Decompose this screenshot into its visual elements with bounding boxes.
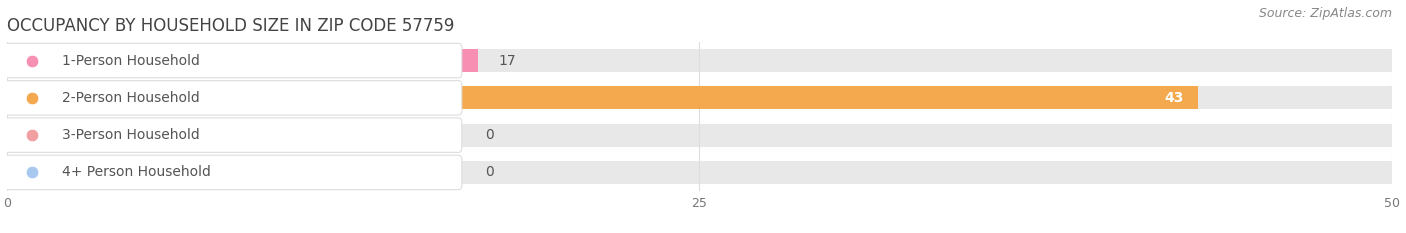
FancyBboxPatch shape xyxy=(0,43,461,78)
Bar xyxy=(7,86,1198,110)
Text: OCCUPANCY BY HOUSEHOLD SIZE IN ZIP CODE 57759: OCCUPANCY BY HOUSEHOLD SIZE IN ZIP CODE … xyxy=(7,17,454,35)
FancyBboxPatch shape xyxy=(0,81,461,115)
Bar xyxy=(7,123,1392,147)
Text: 4+ Person Household: 4+ Person Household xyxy=(62,165,211,179)
Text: 2-Person Household: 2-Person Household xyxy=(62,91,200,105)
FancyBboxPatch shape xyxy=(0,155,461,190)
Text: 0: 0 xyxy=(485,165,494,179)
Text: 17: 17 xyxy=(499,54,516,68)
Bar xyxy=(7,86,1392,110)
Bar xyxy=(7,49,1392,72)
Bar xyxy=(7,49,478,72)
Text: 43: 43 xyxy=(1164,91,1184,105)
Text: 1-Person Household: 1-Person Household xyxy=(62,54,200,68)
Text: 3-Person Household: 3-Person Household xyxy=(62,128,200,142)
Text: Source: ZipAtlas.com: Source: ZipAtlas.com xyxy=(1258,7,1392,20)
FancyBboxPatch shape xyxy=(0,118,461,152)
Bar xyxy=(7,161,1392,184)
Text: 0: 0 xyxy=(485,128,494,142)
